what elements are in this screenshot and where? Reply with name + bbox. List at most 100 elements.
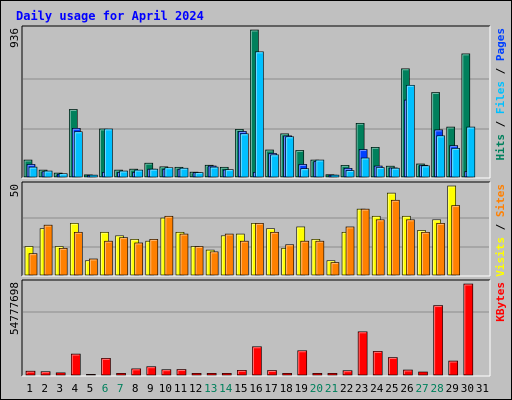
bar-sites-day-18 <box>285 244 294 276</box>
bar-sites-day-20 <box>315 240 325 276</box>
x-tick-label-day-25: 25 <box>385 382 398 395</box>
bar-files-day-15 <box>240 133 249 178</box>
bar-files-day-2 <box>43 170 53 178</box>
bar-files-day-18 <box>285 136 294 178</box>
bar-sites-day-3-body <box>58 248 68 276</box>
bar-files-day-21-body <box>330 174 340 178</box>
bar-files-day-30 <box>466 126 476 178</box>
legend-hits-files-pages: Hits / Files / Pages <box>494 28 507 161</box>
bar-kbytes-day-20-body <box>312 373 323 376</box>
bar-files-day-15-body <box>240 133 249 178</box>
panel-visits-sites: 50 Visits / Sites <box>8 181 507 277</box>
x-tick-label-day-31: 31 <box>476 382 489 395</box>
bar-kbytes-day-18 <box>282 373 292 376</box>
x-tick-label-day-2: 2 <box>41 382 48 395</box>
bar-files-day-18-body <box>285 136 294 178</box>
bar-files-day-29-body <box>451 148 461 178</box>
x-tick-label-day-24: 24 <box>370 382 384 395</box>
chart-title: Daily usage for April 2024 <box>16 9 204 23</box>
bar-files-day-22 <box>345 170 355 178</box>
x-tick-label-day-7: 7 <box>117 382 124 395</box>
bar-sites-day-22 <box>345 226 355 276</box>
legend-item-hits: Hits <box>494 134 507 161</box>
bar-files-day-5-body <box>89 174 98 178</box>
legend-visits-sites: Visits / Sites <box>494 184 507 277</box>
bar-kbytes-day-1-body <box>25 370 36 376</box>
bar-kbytes-day-14 <box>221 373 232 376</box>
x-tick-label-day-28: 28 <box>431 382 444 395</box>
bar-sites-day-27-body <box>421 231 430 276</box>
bar-files-day-26 <box>406 84 415 178</box>
bar-files-day-24 <box>375 167 385 178</box>
bar-kbytes-day-7-body <box>116 373 126 376</box>
x-tick-label-day-22: 22 <box>340 382 353 395</box>
panel-hits-files-pages: 936 Hits / Files / Pages <box>8 25 507 179</box>
bar-files-day-10 <box>164 167 174 178</box>
bar-sites-day-7 <box>119 237 128 276</box>
legend-item-pages: Pages <box>494 28 507 61</box>
bar-sites-day-25 <box>391 199 400 276</box>
bar-sites-day-28-body <box>436 223 445 276</box>
legend-kbytes: KBytes <box>494 282 507 322</box>
bar-sites-day-14 <box>224 233 234 276</box>
bar-kbytes-day-16 <box>252 346 262 376</box>
bar-kbytes-day-27 <box>418 371 428 376</box>
bar-sites-day-23 <box>360 208 370 276</box>
bar-sites-day-9 <box>149 239 159 276</box>
bar-kbytes-day-22-body <box>342 370 353 376</box>
bar-sites-day-19 <box>300 240 310 276</box>
bar-files-day-17 <box>270 154 279 178</box>
bar-files-day-21 <box>330 174 340 178</box>
bar-files-day-30-body <box>466 126 476 178</box>
bar-files-day-14-body <box>224 169 234 178</box>
bar-kbytes-day-18-body <box>282 373 292 376</box>
bar-files-day-20-body <box>315 159 325 178</box>
bar-sites-day-4 <box>73 231 83 276</box>
x-tick-label-day-18: 18 <box>280 382 293 395</box>
bar-hits-day-19 <box>295 150 305 178</box>
bar-sites-day-7-body <box>119 237 128 276</box>
x-tick-label-day-4: 4 <box>72 382 79 395</box>
bar-sites-day-24-body <box>375 219 385 276</box>
x-tick-label-day-6: 6 <box>102 382 109 395</box>
bar-kbytes-day-30 <box>463 283 474 376</box>
bar-sites-day-21 <box>330 262 340 276</box>
bar-kbytes-day-12 <box>191 373 202 376</box>
bar-files-day-23 <box>360 157 370 178</box>
bar-files-day-5 <box>89 174 98 178</box>
bar-files-day-17-body <box>270 154 279 178</box>
bar-kbytes-day-10-body <box>161 369 172 376</box>
bar-kbytes-day-21-body <box>327 373 338 376</box>
bar-kbytes-day-9-body <box>146 366 157 376</box>
bar-files-day-19-body <box>300 168 310 178</box>
bar-sites-day-1-body <box>28 253 38 276</box>
bar-files-day-12-body <box>194 172 204 178</box>
bar-sites-day-12-body <box>194 246 204 276</box>
bar-files-day-6 <box>104 128 113 178</box>
bar-files-day-28-body <box>436 135 445 178</box>
bar-kbytes-day-19 <box>297 350 308 376</box>
bar-kbytes-day-26-body <box>403 369 413 376</box>
bar-kbytes-day-8 <box>131 368 141 376</box>
bar-files-day-6-body <box>104 128 113 178</box>
bar-files-day-22-body <box>345 170 355 178</box>
bar-kbytes-day-14-body <box>221 373 232 376</box>
bar-files-day-2-body <box>43 170 53 178</box>
legend-separator: / <box>494 217 507 237</box>
bar-files-day-28 <box>436 135 445 178</box>
bar-files-day-27-body <box>421 165 430 178</box>
bar-kbytes-day-6-body <box>101 358 111 376</box>
bar-files-day-20 <box>315 159 325 178</box>
bar-files-day-3-body <box>58 173 68 178</box>
y-max-label-visits-sites: 50 <box>8 184 21 197</box>
bar-kbytes-day-13-body <box>206 373 217 376</box>
bar-kbytes-day-29 <box>448 360 459 376</box>
bar-kbytes-day-27-body <box>418 371 428 376</box>
bar-files-day-7-body <box>119 170 128 178</box>
bar-kbytes-day-23 <box>357 331 368 376</box>
bar-files-day-29 <box>451 148 461 178</box>
bar-files-day-25-body <box>391 167 400 178</box>
bar-files-day-1 <box>28 166 38 178</box>
bar-sites-day-11-body <box>179 233 189 276</box>
bar-kbytes-day-19-body <box>297 350 308 376</box>
